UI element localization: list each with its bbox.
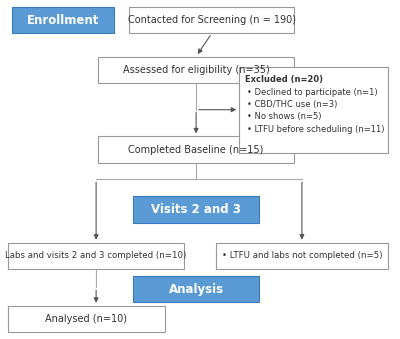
FancyBboxPatch shape — [130, 7, 294, 33]
Text: Visits 2 and 3: Visits 2 and 3 — [151, 203, 241, 216]
FancyBboxPatch shape — [8, 243, 184, 269]
Text: Analysis: Analysis — [168, 283, 224, 296]
Text: Enrollment: Enrollment — [27, 14, 99, 26]
Text: Labs and visits 2 and 3 completed (n=10): Labs and visits 2 and 3 completed (n=10) — [6, 252, 187, 260]
Text: Assessed for eligibility (n=35): Assessed for eligibility (n=35) — [123, 65, 270, 75]
Text: Contacted for Screening (n = 190): Contacted for Screening (n = 190) — [128, 15, 296, 25]
Text: • LTFU before scheduling (n=11): • LTFU before scheduling (n=11) — [247, 125, 384, 134]
Text: • CBD/THC use (n=3): • CBD/THC use (n=3) — [247, 100, 338, 109]
FancyBboxPatch shape — [133, 276, 259, 302]
FancyBboxPatch shape — [12, 7, 114, 33]
Text: • No shows (n=5): • No shows (n=5) — [247, 112, 322, 121]
FancyBboxPatch shape — [98, 136, 294, 163]
Text: • LTFU and labs not completed (n=5): • LTFU and labs not completed (n=5) — [222, 252, 382, 260]
FancyBboxPatch shape — [8, 306, 165, 332]
Text: Analysed (n=10): Analysed (n=10) — [45, 314, 127, 324]
Text: • Declined to participate (n=1): • Declined to participate (n=1) — [247, 88, 378, 97]
Text: Excluded (n=20): Excluded (n=20) — [245, 75, 323, 84]
FancyBboxPatch shape — [216, 243, 388, 269]
FancyBboxPatch shape — [239, 66, 388, 153]
Text: Completed Baseline (n=15): Completed Baseline (n=15) — [128, 144, 264, 155]
FancyBboxPatch shape — [98, 57, 294, 83]
FancyBboxPatch shape — [133, 196, 259, 223]
